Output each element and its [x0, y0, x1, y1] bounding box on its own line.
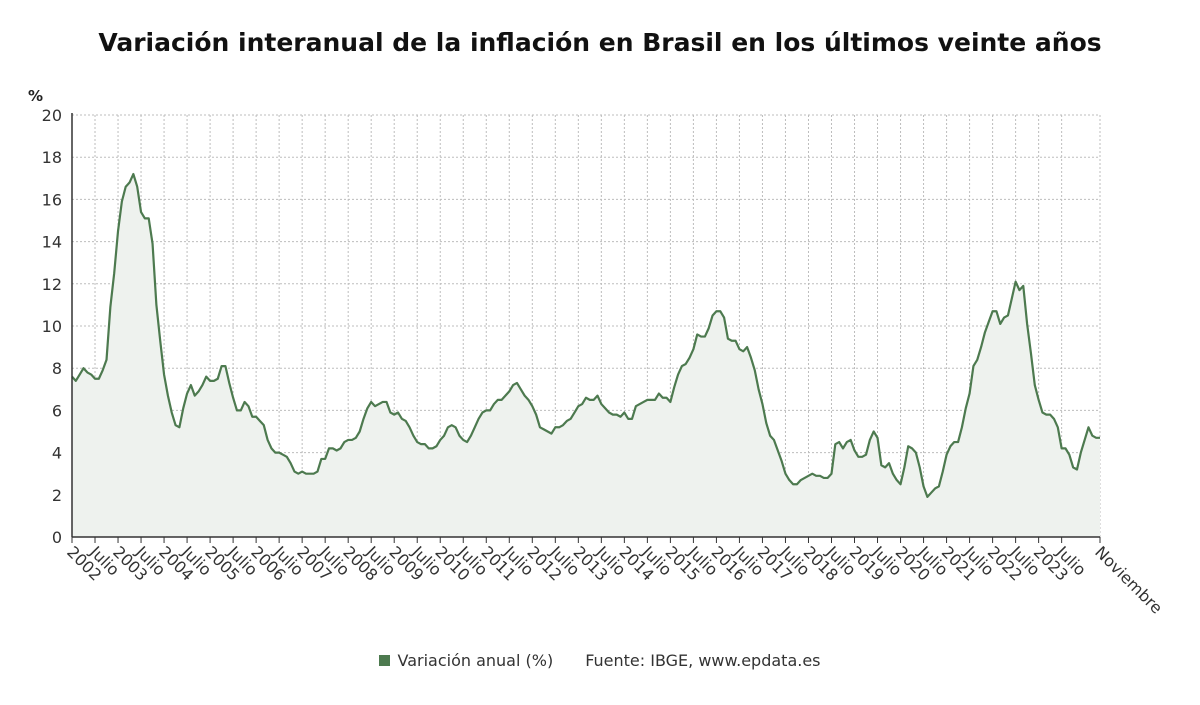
series-area	[71, 172, 1100, 537]
legend-series-label: Variación anual (%)	[397, 651, 554, 670]
y-tick-label: 10	[42, 317, 62, 336]
series-fill	[72, 174, 1100, 537]
y-tick-label: 12	[42, 275, 62, 294]
y-tick-label: 0	[52, 528, 62, 547]
y-tick-label: 2	[52, 486, 62, 505]
x-tick-label: Noviembre	[1091, 542, 1166, 617]
y-tick-label: 16	[42, 190, 62, 209]
legend-swatch	[379, 655, 391, 666]
y-tick-label: 6	[52, 401, 62, 420]
axes	[71, 113, 1101, 543]
y-tick-label: 14	[42, 233, 62, 252]
y-tick-label: 18	[42, 148, 62, 167]
x-tick-labels: 2002Julio2003Julio2004Julio2005Julio2006…	[63, 542, 1166, 618]
y-axis-label: %	[28, 87, 43, 105]
legend: Variación anual (%) Fuente: IBGE, www.epd…	[0, 651, 1200, 670]
source-note: Fuente: IBGE, www.epdata.es	[585, 651, 821, 670]
y-tick-label: 4	[52, 444, 62, 463]
series-line	[71, 172, 1100, 499]
y-tick-labels: 0 2 4 6 8 10 12 14 16 18 20	[42, 106, 62, 547]
chart: 0 2 4 6 8 10 12 14 16 18 20 2002Julio2003Julio2004…	[28, 87, 1166, 618]
y-tick-label: 8	[52, 359, 62, 378]
chart-title: Variación interanual de la inflación en …	[98, 28, 1102, 57]
y-tick-label: 20	[42, 106, 62, 125]
